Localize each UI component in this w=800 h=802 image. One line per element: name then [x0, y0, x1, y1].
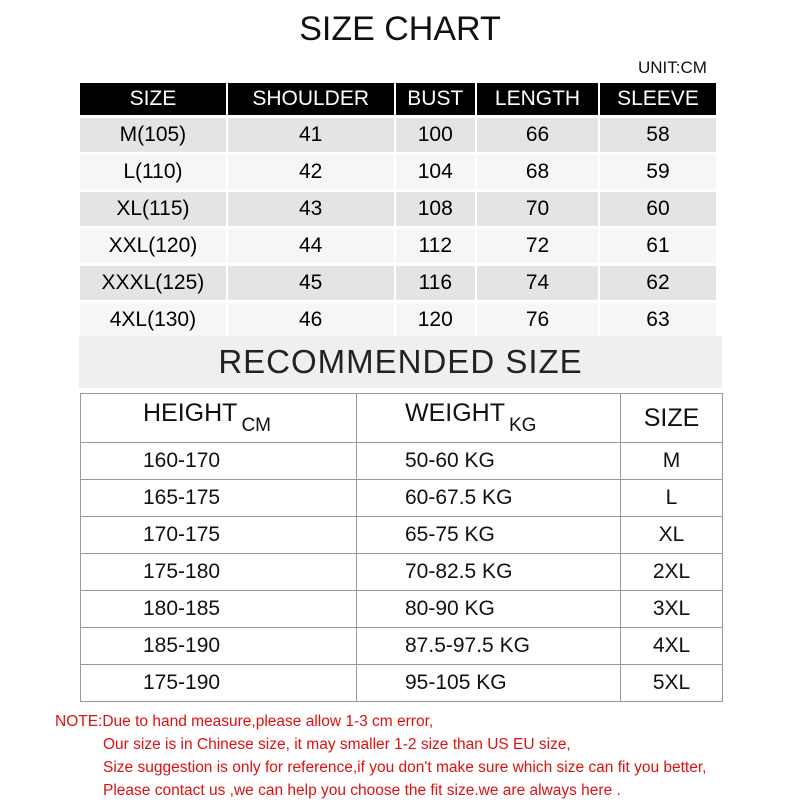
header-label: SIZE — [643, 403, 700, 432]
table-row: L(110) 42 104 68 59 — [80, 155, 716, 189]
column-header: HEIGHT CM — [80, 393, 357, 443]
table-cell: 185-190 — [80, 627, 357, 665]
header-unit: KG — [509, 415, 537, 436]
table-cell: 170-175 — [80, 516, 357, 554]
table-cell: 100 — [395, 118, 476, 152]
recommended-size-table: HEIGHT CM WEIGHT KG SIZE 160-170 50-60 KG M 165-… — [80, 393, 723, 702]
table-cell: 95-105 KG — [356, 664, 621, 702]
column-header: SLEEVE — [599, 83, 716, 115]
header-unit: CM — [241, 415, 272, 436]
table-cell: XXXL(125) — [80, 266, 226, 300]
table-cell: M — [620, 442, 723, 480]
table-cell: 60 — [599, 192, 716, 226]
table-cell: 41 — [227, 118, 394, 152]
table-cell: 120 — [395, 303, 476, 337]
unit-label: UNIT:CM — [638, 58, 707, 77]
table-cell: 43 — [227, 192, 394, 226]
table-cell: 108 — [395, 192, 476, 226]
table-cell: 116 — [395, 266, 476, 300]
table-cell: 160-170 — [80, 442, 357, 480]
table-cell: 104 — [395, 155, 476, 189]
table-cell: 5XL — [620, 664, 723, 702]
page-title: SIZE CHART — [299, 10, 501, 48]
table-cell: XXL(120) — [80, 229, 226, 263]
table-cell: 4XL(130) — [80, 303, 226, 337]
note-line: Our size is in Chinese size, it may smal… — [103, 736, 571, 753]
table-cell: 46 — [227, 303, 394, 337]
table-cell: 180-185 — [80, 590, 357, 628]
table-cell: 42 — [227, 155, 394, 189]
table-cell: 68 — [477, 155, 598, 189]
notes: NOTE:Due to hand measure,please allow 1-… — [55, 710, 706, 802]
table-row: 185-190 87.5-97.5 KG 4XL — [80, 627, 723, 665]
table-cell: L — [620, 479, 723, 517]
table-cell: 165-175 — [80, 479, 357, 517]
table-row: 175-180 70-82.5 KG 2XL — [80, 553, 723, 591]
table-cell: 58 — [599, 118, 716, 152]
table-cell: 72 — [477, 229, 598, 263]
table-cell: 80-90 KG — [356, 590, 621, 628]
column-header: WEIGHT KG — [356, 393, 621, 443]
header-label: WEIGHT — [405, 399, 505, 427]
table-cell: 112 — [395, 229, 476, 263]
table-cell: 175-190 — [80, 664, 357, 702]
table-cell: 175-180 — [80, 553, 357, 591]
table-cell: 44 — [227, 229, 394, 263]
table-row: 160-170 50-60 KG M — [80, 442, 723, 480]
table-cell: XL(115) — [80, 192, 226, 226]
table-cell: 70-82.5 KG — [356, 553, 621, 591]
table-cell: 50-60 KG — [356, 442, 621, 480]
table-row: 180-185 80-90 KG 3XL — [80, 590, 723, 628]
column-header: LENGTH — [477, 83, 598, 115]
table-cell: 3XL — [620, 590, 723, 628]
table-cell: 70 — [477, 192, 598, 226]
table-cell: 63 — [599, 303, 716, 337]
table-cell: 74 — [477, 266, 598, 300]
table-row: 165-175 60-67.5 KG L — [80, 479, 723, 517]
table-cell: 66 — [477, 118, 598, 152]
table-cell: 60-67.5 KG — [356, 479, 621, 517]
header-row: HEIGHT CM WEIGHT KG SIZE — [80, 393, 723, 443]
table-row: 170-175 65-75 KG XL — [80, 516, 723, 554]
note-line: NOTE:Due to hand measure,please allow 1-… — [55, 713, 434, 730]
recommended-size-title: RECOMMENDED SIZE — [79, 336, 722, 388]
column-header: SIZE — [620, 393, 723, 443]
header-label: HEIGHT — [143, 399, 238, 427]
table-cell: 59 — [599, 155, 716, 189]
table-cell: 76 — [477, 303, 598, 337]
table-cell: 65-75 KG — [356, 516, 621, 554]
table-cell: M(105) — [80, 118, 226, 152]
note-line: Size suggestion is only for reference,if… — [103, 759, 707, 776]
table-cell: 62 — [599, 266, 716, 300]
table-cell: 4XL — [620, 627, 723, 665]
column-header: SHOULDER — [227, 83, 394, 115]
table-row: XXL(120) 44 112 72 61 — [80, 229, 716, 263]
table-row: 175-190 95-105 KG 5XL — [80, 664, 723, 702]
table-row: XL(115) 43 108 70 60 — [80, 192, 716, 226]
table-cell: 45 — [227, 266, 394, 300]
column-header: SIZE — [80, 83, 226, 115]
table-cell: 61 — [599, 229, 716, 263]
table-cell: L(110) — [80, 155, 226, 189]
table-row: M(105) 41 100 66 58 — [80, 118, 716, 152]
table-row: XXXL(125) 45 116 74 62 — [80, 266, 716, 300]
table-cell: XL — [620, 516, 723, 554]
size-chart-table: SIZE SHOULDER BUST LENGTH SLEEVE M(105) 41 100 6… — [78, 80, 718, 340]
column-header: BUST — [395, 83, 476, 115]
note-line: Please contact us ,we can help you choos… — [103, 782, 621, 799]
table-cell: 2XL — [620, 553, 723, 591]
table-row: 4XL(130) 46 120 76 63 — [80, 303, 716, 337]
table-cell: 87.5-97.5 KG — [356, 627, 621, 665]
